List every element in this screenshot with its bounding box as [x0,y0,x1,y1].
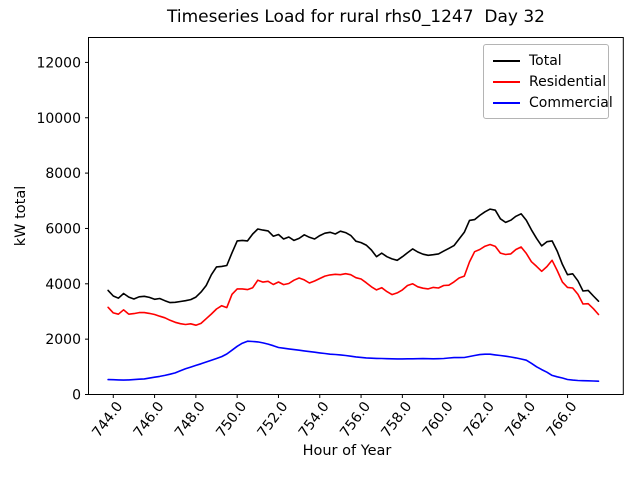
series-line-total [107,208,600,304]
x-tick-label: 764.0 [502,399,539,441]
x-tick-label: 750.0 [213,399,250,441]
y-tick-label: 2000 [45,332,81,348]
series-line-residential [107,243,600,327]
x-tick-label: 762.0 [461,399,498,441]
series-lines [107,208,600,383]
x-tick-label: 756.0 [337,399,374,441]
x-axis-ticks: 744.0 746.0 748.0 750.0 752.0 754.0 756.0 758.0… [89,394,581,441]
legend: Total Residential Commercial [483,44,613,119]
legend-entry-residential: Residential [493,71,606,92]
legend-label-commercial: Commercial [529,94,613,111]
x-tick-label: 760.0 [420,399,457,441]
y-tick-label: 0 [72,388,81,404]
x-axis-label: Hour of Year [302,443,392,459]
chart-title: Timeseries Load for rural rhs0_1247 Day … [167,7,545,27]
y-tick-label: 8000 [45,166,81,182]
legend-swatch-2 [493,101,520,104]
x-tick-label: 746.0 [131,399,168,441]
x-tick-label: 748.0 [172,399,209,441]
x-tick-label: 752.0 [255,399,292,441]
legend-swatch-0 [493,59,520,62]
y-tick-label: 6000 [45,221,81,237]
series-line-commercial [107,340,600,383]
y-tick-label: 4000 [45,277,81,293]
legend-entry-commercial: Commercial [493,92,613,113]
x-tick-label: 758.0 [378,399,415,441]
y-axis-ticks: 0 2000 4000 6000 8000 10000 12000 [36,55,89,404]
legend-label-total: Total [529,52,562,69]
legend-label-residential: Residential [529,73,607,90]
x-tick-label: 766.0 [544,399,581,441]
y-tick-label: 10000 [36,111,81,127]
y-axis-label: kW total [13,185,29,247]
x-tick-label: 754.0 [296,399,333,441]
plot-frame [88,37,624,395]
x-tick-label: 744.0 [89,399,126,441]
legend-entry-total: Total [493,50,599,71]
legend-swatch-1 [493,80,520,83]
y-tick-label: 12000 [36,55,81,71]
